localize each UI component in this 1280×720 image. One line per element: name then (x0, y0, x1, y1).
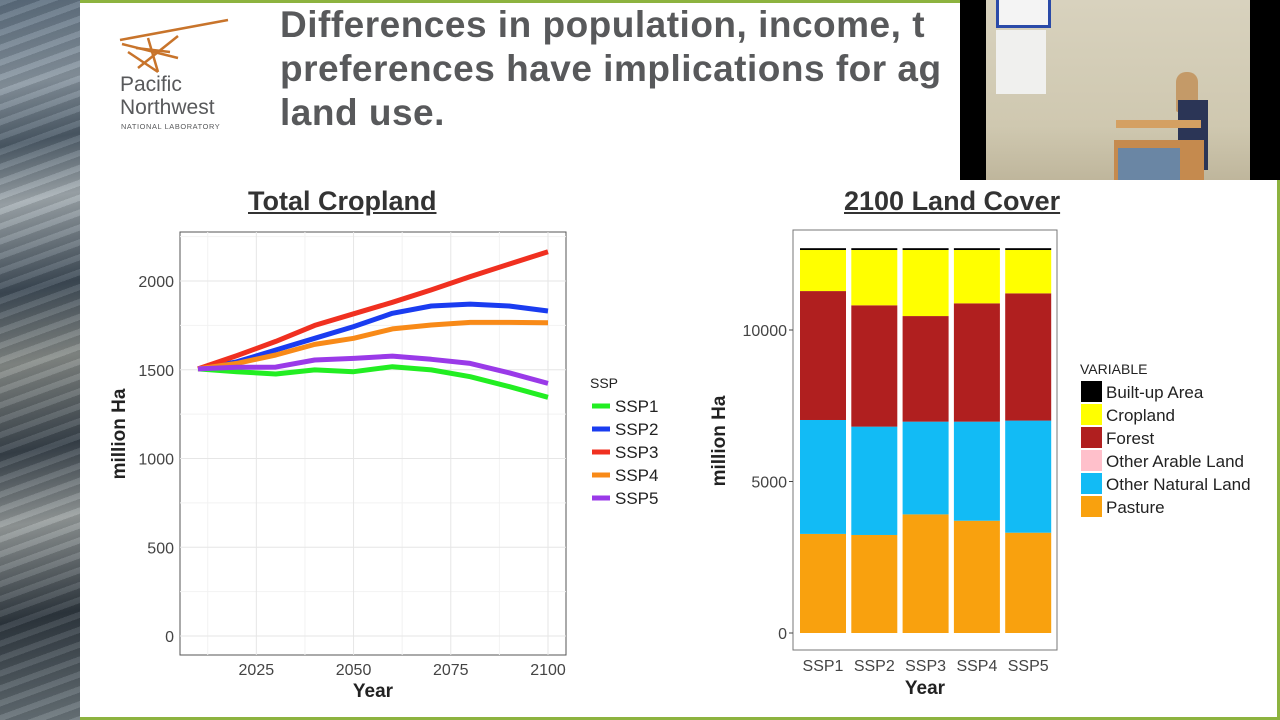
bar-segment-other-natural-land (1005, 420, 1052, 533)
legend-label: SSP2 (615, 420, 658, 439)
bar-segment-built-up-area (1005, 248, 1052, 251)
bar-segment-pasture (953, 520, 1000, 633)
podium-poster (1118, 148, 1180, 180)
bar-segment-forest (800, 291, 846, 420)
legend-key-forest (1081, 427, 1102, 448)
bar-segment-cropland (902, 250, 949, 317)
legend-label: Other Arable Land (1106, 452, 1244, 471)
video-frame (986, 0, 1250, 180)
speaker-video-overlay[interactable] (960, 0, 1280, 180)
accent-line-top (80, 0, 1280, 3)
bar-chart: 0 5000 10000 SSP1 SSP2 SSP3 SSP4 SSP5 Year millio… (709, 229, 1251, 699)
x-tick-label: SSP4 (956, 658, 997, 675)
pnnl-logo: Pacific Northwest NATIONAL LABORATORY (118, 18, 238, 136)
legend-label: Other Natural Land (1106, 475, 1251, 494)
line-chart: 2025 2050 2075 2100 0 500 1000 1500 2000 SSP1 SSP2… (109, 231, 658, 702)
x-tick-label: SSP2 (854, 658, 895, 675)
bar-segment-other-natural-land (800, 419, 846, 534)
bar-segment-cropland (800, 250, 846, 292)
bar-segment-other-natural-land (851, 426, 898, 535)
legend-key-cropland (1081, 404, 1102, 425)
y-tick-label: 5000 (751, 475, 787, 492)
logo-text-line2: Northwest (120, 96, 215, 119)
legend-key-other-natural-land (1081, 473, 1102, 494)
bar-chart-title: 2100 Land Cover (844, 186, 1061, 216)
logo-mark-icon (119, 18, 229, 74)
bar-segment-pasture (902, 514, 949, 633)
legend-label: SSP1 (615, 397, 658, 416)
legend-label: Built-up Area (1106, 383, 1204, 402)
x-tick-label: SSP5 (1008, 658, 1049, 675)
accent-line-right (1277, 180, 1280, 720)
legend-label: Pasture (1106, 498, 1165, 517)
y-axis-label: million Ha (109, 388, 130, 479)
bar-segment-cropland (851, 250, 898, 306)
series-line-ssp5 (197, 353, 549, 386)
legend-key-built-up-area (1081, 381, 1102, 402)
bar-segment-built-up-area (800, 248, 846, 251)
logo-text-line3: NATIONAL LABORATORY (121, 122, 221, 131)
bar-segment-forest (851, 305, 898, 427)
x-tick-label: 2025 (239, 662, 275, 679)
legend-label: Forest (1106, 429, 1154, 448)
bar-segment-forest (1005, 293, 1052, 421)
bar-segment-other-natural-land (902, 421, 949, 515)
legend-label: SSP3 (615, 443, 658, 462)
legend-label: SSP5 (615, 489, 658, 508)
logo-text-line1: Pacific (120, 73, 182, 96)
bar-segment-pasture (800, 533, 846, 633)
y-tick-label: 1500 (138, 363, 174, 380)
screen-in-room (996, 0, 1051, 28)
bar-segment-pasture (1005, 532, 1052, 633)
y-tick-label: 2000 (138, 274, 174, 291)
series-line-ssp2 (197, 301, 549, 372)
x-tick-label: 2075 (433, 662, 469, 679)
plot-panel (179, 231, 567, 656)
series-line-ssp4 (197, 319, 549, 372)
bar-segment-cropland (953, 250, 1000, 304)
background-aerial-image (0, 0, 80, 720)
bar-segment-built-up-area (851, 248, 898, 251)
bar-segment-other-natural-land (953, 421, 1000, 521)
legend-label: Cropland (1106, 406, 1175, 425)
y-tick-label: 0 (778, 626, 787, 643)
bar-segment-cropland (1005, 250, 1052, 294)
y-tick-label: 10000 (743, 323, 788, 340)
y-tick-label: 500 (147, 540, 174, 557)
y-axis-label: million Ha (709, 395, 730, 486)
legend-key-pasture (1081, 496, 1102, 517)
title-line-1: Differences in population, income, t (280, 4, 926, 45)
x-tick-label: SSP3 (905, 658, 946, 675)
legend-title: VARIABLE (1080, 361, 1147, 377)
legend-label: SSP4 (615, 466, 658, 485)
legend-title: SSP (590, 375, 618, 391)
accent-line-bottom (80, 717, 1280, 720)
podium-top (1116, 120, 1201, 128)
x-tick-label: 2050 (336, 662, 372, 679)
x-tick-label: SSP1 (803, 658, 844, 675)
bar-segment-built-up-area (953, 248, 1000, 251)
y-tick-label: 0 (165, 629, 174, 646)
bar-segment-forest (902, 316, 949, 422)
x-tick-label: 2100 (530, 662, 566, 679)
bar-segment-built-up-area (902, 248, 949, 251)
slide-title: Differences in population, income, t pre… (280, 3, 942, 135)
y-tick-label: 1000 (138, 452, 174, 469)
line-chart-title: Total Cropland (248, 186, 437, 216)
title-line-2: preferences have implications for ag (280, 48, 942, 89)
bar-segment-pasture (851, 534, 898, 633)
screen-in-room-lower (996, 30, 1046, 94)
title-line-3: land use. (280, 92, 445, 133)
x-axis-label: Year (905, 678, 946, 699)
x-axis-label: Year (353, 681, 394, 702)
bar-segment-forest (953, 303, 1000, 422)
legend-key-other-arable-land (1081, 450, 1102, 471)
series-line-ssp1 (197, 364, 549, 400)
series-line-ssp3 (197, 249, 549, 372)
